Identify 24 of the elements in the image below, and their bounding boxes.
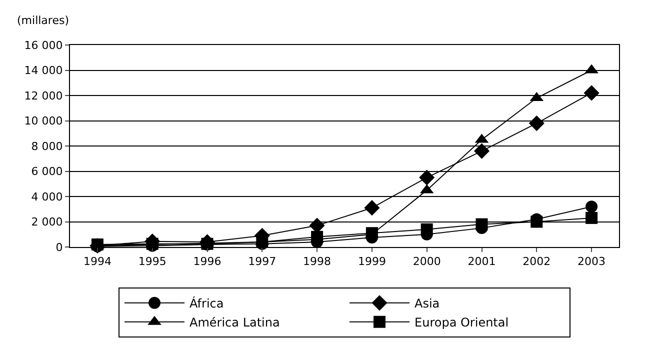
x-tick-label: 1997: [248, 255, 276, 268]
x-tick-label: 1999: [358, 255, 386, 268]
y-tick-label: 10 000: [24, 114, 63, 128]
x-tick-label: 1994: [83, 255, 112, 268]
y-tick-label: 16 000: [24, 38, 63, 52]
x-tick-label: 1996: [193, 255, 222, 268]
y-tick-label: 8 000: [31, 140, 63, 153]
y-tick-label: 0: [56, 240, 63, 254]
y-axis-title: (millares): [17, 14, 69, 27]
y-tick-label: 12 000: [24, 89, 63, 102]
x-tick-label: 2003: [578, 255, 606, 268]
y-tick-label: 6 000: [31, 165, 63, 178]
x-tick-label: 2000: [412, 255, 441, 268]
x-tick-label: 1995: [138, 255, 166, 268]
legend-label: Asia: [414, 296, 440, 311]
y-tick-label: 4 000: [31, 190, 63, 204]
legend-label: Europa Oriental: [414, 316, 509, 330]
y-tick-label: 14 000: [24, 64, 63, 78]
legend-label: África: [190, 296, 224, 311]
x-tick-label: 1998: [303, 255, 332, 268]
legend-label: América Latina: [190, 316, 280, 330]
x-tick-label: 2002: [522, 255, 551, 268]
y-tick-label: 2 000: [31, 216, 63, 229]
x-tick-label: 2001: [468, 255, 496, 268]
